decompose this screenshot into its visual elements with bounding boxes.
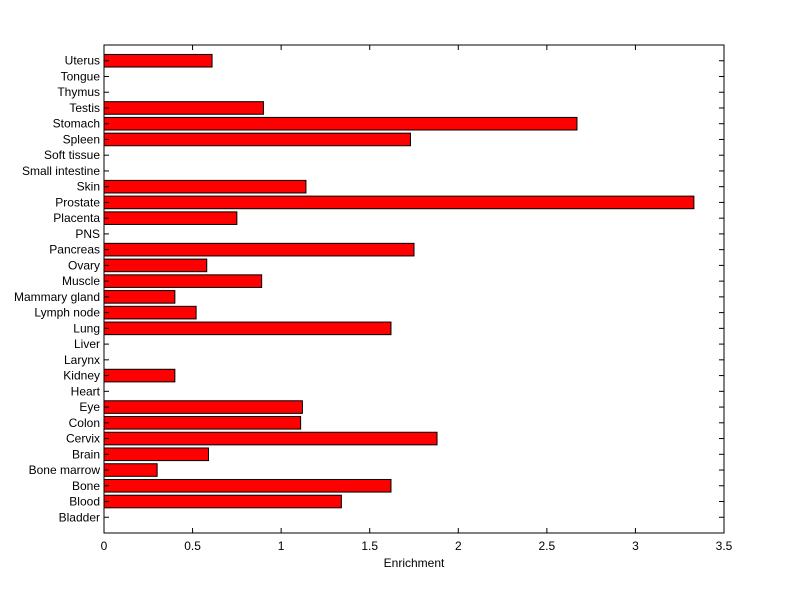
y-tick-label-soft-tissue: Soft tissue [44, 148, 100, 162]
y-tick-label-heart: Heart [71, 384, 101, 398]
y-tick-label-ovary: Ovary [68, 258, 100, 272]
bar-colon [103, 416, 302, 430]
y-tick-label-kidney: Kidney [63, 369, 100, 383]
x-tick-label-7: 3.5 [716, 539, 733, 553]
y-tick-label-small-intestine: Small intestine [22, 164, 100, 178]
bar-kidney [103, 368, 176, 383]
x-tick-label-5: 2.5 [539, 539, 556, 553]
y-tick-label-spleen: Spleen [63, 132, 100, 146]
y-tick-label-tongue: Tongue [61, 69, 101, 83]
bar-bone-marrow [103, 463, 158, 477]
plot-frame [103, 44, 725, 534]
bar-bone [103, 478, 392, 493]
y-tick-label-bone: Bone [72, 479, 100, 493]
x-axis-label: Enrichment [384, 556, 445, 570]
y-tick-label-thymus: Thymus [57, 85, 100, 99]
bar-eye [103, 400, 303, 414]
x-axis-ticks: 0 0.5 1 1.5 2 2.5 3 3.5 [101, 45, 733, 553]
y-tick-label-cervix: Cervix [66, 432, 100, 446]
bar-blood [103, 494, 342, 509]
bar-pancreas [103, 242, 415, 257]
y-tick-label-bone-marrow: Bone marrow [29, 463, 101, 477]
bar-uterus [103, 53, 213, 68]
bar-cervix [103, 431, 438, 446]
bar-testis [103, 101, 264, 115]
y-tick-label-prostate: Prostate [55, 195, 100, 209]
y-tick-label-larynx: Larynx [64, 353, 100, 367]
y-tick-label-mammary-gland: Mammary gland [14, 290, 100, 304]
bar-placenta [103, 211, 238, 225]
y-tick-label-colon: Colon [69, 416, 100, 430]
y-tick-label-pns: PNS [75, 227, 100, 241]
y-tick-label-eye: Eye [79, 400, 100, 414]
x-tick-label-2: 1 [278, 539, 285, 553]
y-tick-label-placenta: Placenta [53, 211, 100, 225]
bar-lung [103, 321, 392, 336]
bar-stomach [103, 116, 578, 131]
y-tick-label-pancreas: Pancreas [49, 243, 100, 257]
x-tick-label-6: 3 [632, 539, 639, 553]
bar-skin [103, 179, 307, 194]
y-tick-label-bladder: Bladder [59, 510, 100, 524]
bar-mammary-gland [103, 290, 176, 304]
y-tick-label-uterus: Uterus [65, 54, 100, 68]
bar-spleen [103, 132, 411, 147]
y-tick-label-lymph-node: Lymph node [34, 306, 100, 320]
bar-brain [103, 447, 210, 462]
x-tick-label-0: 0 [101, 539, 108, 553]
y-tick-label-liver: Liver [74, 337, 100, 351]
y-tick-label-blood: Blood [69, 495, 100, 509]
y-tick-label-muscle: Muscle [62, 274, 100, 288]
bar-lymph-node [103, 305, 197, 320]
bar-muscle [103, 274, 263, 288]
bar-prostate [103, 195, 695, 210]
y-tick-label-lung: Lung [73, 321, 100, 335]
bar-ovary [103, 258, 208, 273]
y-tick-label-brain: Brain [72, 447, 100, 461]
y-tick-label-testis: Testis [69, 101, 100, 115]
bars-group [103, 53, 695, 509]
x-tick-label-1: 0.5 [184, 539, 201, 553]
x-tick-label-3: 1.5 [361, 539, 378, 553]
y-tick-label-stomach: Stomach [53, 117, 100, 131]
y-tick-label-skin: Skin [77, 180, 100, 194]
x-tick-label-4: 2 [455, 539, 462, 553]
